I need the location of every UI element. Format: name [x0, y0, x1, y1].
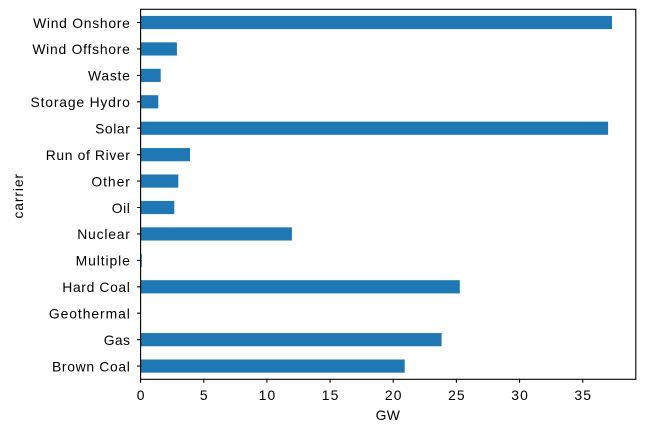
svg-text:Wind Offshore: Wind Offshore [32, 41, 130, 57]
svg-text:Nuclear: Nuclear [77, 226, 130, 242]
svg-text:Wind Onshore: Wind Onshore [33, 15, 131, 31]
svg-text:15: 15 [322, 387, 340, 403]
svg-text:5: 5 [200, 387, 209, 403]
svg-text:Run of River: Run of River [46, 147, 131, 163]
svg-text:Brown Coal: Brown Coal [52, 358, 131, 374]
svg-text:Solar: Solar [95, 121, 130, 137]
svg-text:Other: Other [91, 173, 130, 189]
svg-text:0: 0 [137, 387, 146, 403]
svg-text:35: 35 [574, 387, 592, 403]
svg-text:Gas: Gas [104, 332, 131, 348]
svg-text:Oil: Oil [112, 200, 131, 216]
svg-text:20: 20 [385, 387, 403, 403]
svg-text:30: 30 [511, 387, 529, 403]
svg-text:Geothermal: Geothermal [49, 306, 131, 322]
svg-text:25: 25 [448, 387, 466, 403]
svg-text:Multiple: Multiple [76, 253, 131, 269]
svg-text:Hard Coal: Hard Coal [62, 279, 130, 295]
svg-text:GW: GW [376, 407, 401, 423]
svg-text:Waste: Waste [88, 68, 131, 84]
svg-text:Storage Hydro: Storage Hydro [31, 94, 131, 110]
svg-text:10: 10 [259, 387, 277, 403]
svg-text:carrier: carrier [10, 173, 26, 218]
